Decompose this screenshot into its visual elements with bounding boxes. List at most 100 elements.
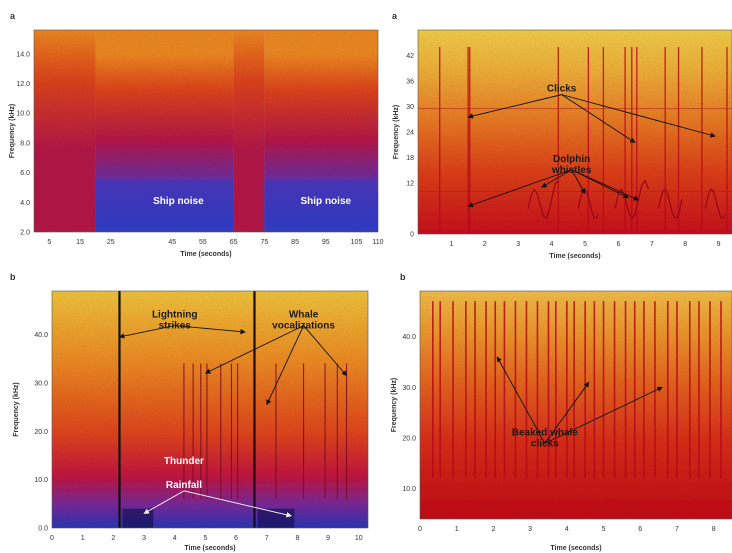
annotation-arrow [544,386,663,444]
x-tick-label: 5 [602,526,606,533]
y-tick-label: 30.0 [402,385,416,392]
y-tick-label: 10.0 [402,486,416,493]
x-tick-label: 0 [50,535,54,542]
annotation-arrow [174,325,246,335]
y-tick-label: 18 [406,155,414,162]
annotation-label: Rainfall [166,480,202,491]
annotation-arrow [541,169,572,188]
x-tick-label: 2 [111,535,115,542]
panel-label: a [10,11,16,21]
spectrogram-area [418,30,732,234]
annotation-label: Ship noise [153,196,204,207]
annotation-arrow [143,490,185,514]
x-tick-label: 9 [326,535,330,542]
whistle-contour [704,188,726,220]
x-tick-label: 0 [418,526,422,533]
y-tick-label: 14.0 [16,51,30,58]
x-tick-label: 4 [173,535,177,542]
panel-lightning-whale: b 0 1 2 3 4 5 6 7 8 9 10 0.0 10.0 20.0 30.0 40.0 Time (se… [10,272,369,552]
x-tick-label: 105 [351,239,363,246]
annotation-arrow [303,325,347,377]
y-tick-label: 30 [406,104,414,111]
x-tick-label: 7 [265,535,269,542]
y-tick-label: 12 [406,181,414,188]
annotation-arrow [561,94,716,138]
x-tick-label: 75 [260,239,268,246]
quiet-interval [233,30,265,232]
whistle-contour [527,180,559,220]
y-tick-label: 8.0 [20,140,30,147]
whistle-contour [657,188,683,220]
spectrogram-background [420,291,732,519]
annotation-arrow [571,169,586,195]
quiet-interval [34,30,96,232]
x-tick-label: 1 [81,535,85,542]
annotation-label: Dolphin whistles [551,154,592,176]
y-axis-title: Frequency (kHz) [13,382,20,436]
y-tick-label: 20.0 [402,435,416,442]
x-axis-title: Time (seconds) [184,545,235,552]
ship-noise-band [95,180,234,232]
annotation-label: Ship noise [301,196,352,207]
annotation-arrow [561,94,636,144]
x-tick-label: 6 [638,526,642,533]
annotation-label: Thunder [164,456,204,467]
annotation-label: Lightning strikes [152,310,198,332]
annotation-arrow [183,490,292,518]
x-tick-label: 15 [76,239,84,246]
spectrogram-area [52,291,368,528]
panel-label: b [10,272,16,282]
x-tick-label: 3 [528,526,532,533]
annotation-label: Beaked whale clicks [512,427,579,449]
x-tick-label: 45 [168,239,176,246]
y-tick-label: 0.0 [38,526,48,533]
spectrogram-background [418,30,732,234]
x-axis-title: Time (seconds) [550,545,601,552]
x-tick-label: 5 [583,241,587,248]
x-tick-label: 5 [203,535,207,542]
spectrogram-area [420,291,732,519]
x-tick-label: 55 [199,239,207,246]
annotation-arrow [571,169,639,201]
x-tick-label: 1 [455,526,459,533]
x-tick-label: 10 [355,535,363,542]
annotation-arrow [496,356,546,444]
y-tick-label: 10.0 [16,111,30,118]
y-tick-label: 10.0 [34,477,48,484]
y-tick-label: 2.0 [20,230,30,237]
x-tick-label: 8 [683,241,687,248]
thunder-energy [122,508,154,528]
x-tick-label: 7 [650,241,654,248]
annotation-arrow [204,325,304,374]
y-axis-title: Frequency (kHz) [391,378,398,432]
y-tick-label: 20.0 [34,429,48,436]
spectrogram-background [52,291,368,528]
y-axis-title: Frequency (kHz) [9,104,16,158]
y-tick-label: 24 [406,130,414,137]
x-tick-label: 2 [491,526,495,533]
x-tick-label: 8 [712,526,716,533]
x-tick-label: 7 [675,526,679,533]
panel-ship-noise: a 5 15 25 45 55 65 75 85 95 105 110 2.0 4.0 6.0 8.0 10.0… [9,11,384,258]
x-tick-label: 5 [47,239,51,246]
x-tick-label: 6 [616,241,620,248]
x-axis-title: Time (seconds) [549,253,600,260]
x-tick-label: 85 [291,239,299,246]
thunder-energy [257,508,295,528]
y-tick-label: 4.0 [20,200,30,207]
panel-label: a [392,11,398,21]
x-tick-label: 1 [449,241,453,248]
x-tick-label: 2 [483,241,487,248]
x-tick-label: 6 [234,535,238,542]
plot-frame [417,29,732,235]
panel-label: b [400,272,406,282]
y-tick-label: 36 [406,79,414,86]
whistle-contour [577,188,600,220]
annotation-arrow [544,381,590,444]
annotation-arrow [467,94,562,119]
annotation-arrow [467,169,572,208]
plot-frame [419,290,732,520]
y-tick-label: 0 [410,232,414,239]
x-tick-label: 4 [550,241,554,248]
